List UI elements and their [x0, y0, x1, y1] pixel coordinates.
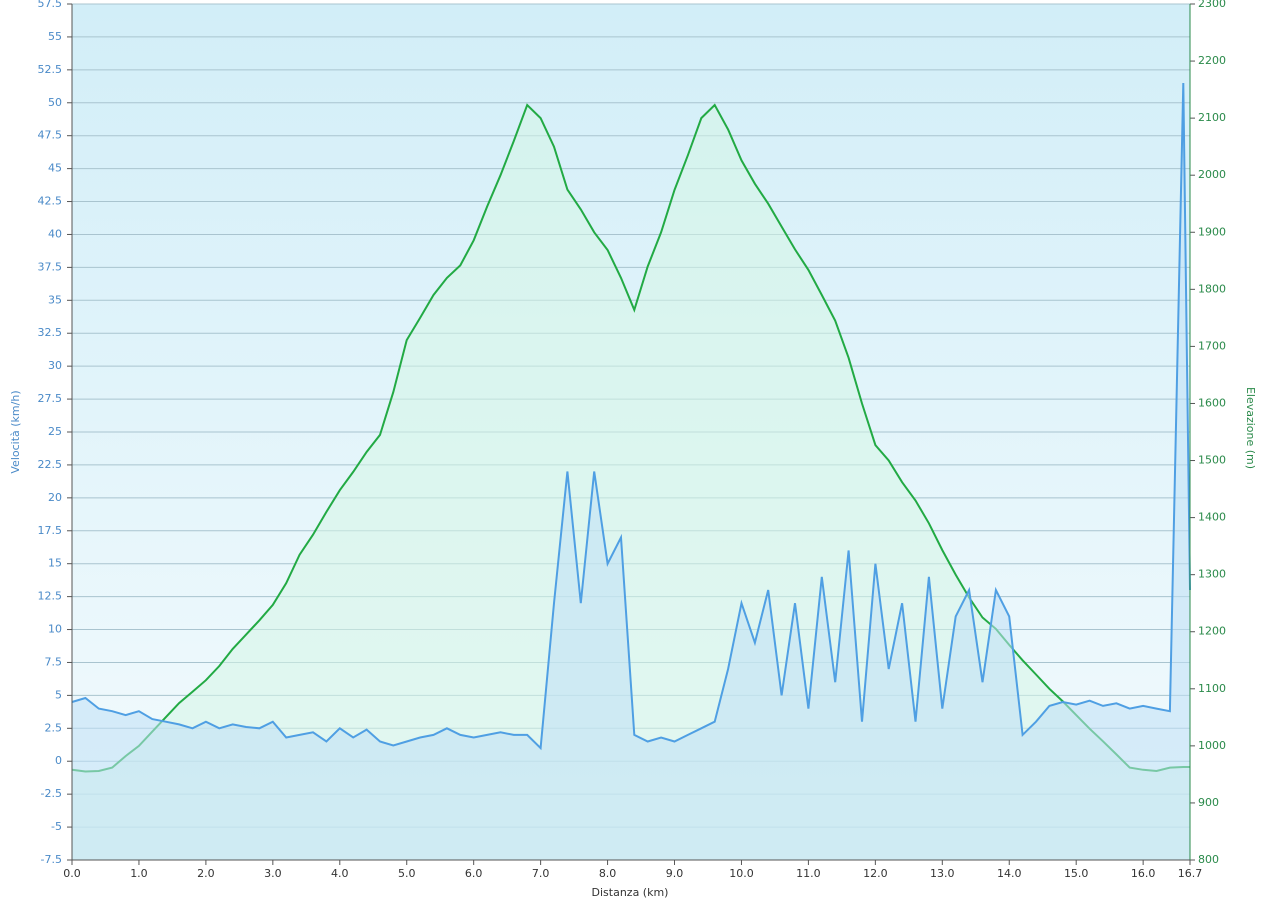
x-tick-label: 2.0 — [197, 867, 215, 880]
y-tick-label: 40 — [48, 227, 62, 240]
y-tick-label: 57.5 — [38, 0, 63, 10]
y-tick-label: 0 — [55, 754, 62, 767]
x-tick-label: 16.0 — [1131, 867, 1156, 880]
y2-tick-label: 2200 — [1198, 54, 1226, 67]
x-tick-label: 10.0 — [729, 867, 754, 880]
area — [72, 83, 1190, 860]
y-tick-label: 15 — [48, 557, 62, 570]
x-tick-label: 6.0 — [465, 867, 483, 880]
y-tick-label: 35 — [48, 293, 62, 306]
y2-tick-label: 800 — [1198, 853, 1219, 866]
y-tick-label: 55 — [48, 30, 62, 43]
y2-tick-label: 1900 — [1198, 225, 1226, 238]
y-tick-label: 37.5 — [38, 260, 63, 273]
y-tick-label: 20 — [48, 491, 62, 504]
y-tick-label: 17.5 — [38, 524, 63, 537]
y-tick-label: 47.5 — [38, 129, 63, 142]
y2-tick-label: 1000 — [1198, 739, 1226, 752]
y2-tick-label: 2300 — [1198, 0, 1226, 10]
x-tick-label: 1.0 — [130, 867, 148, 880]
y2-tick-label: 1400 — [1198, 511, 1226, 524]
y-axis-label: Velocità (km/h) — [9, 390, 22, 473]
y2-tick-label: 1300 — [1198, 568, 1226, 581]
x-tick-label: 12.0 — [863, 867, 888, 880]
y2-tick-label: 1100 — [1198, 682, 1226, 695]
y-tick-label: 32.5 — [38, 326, 63, 339]
x-tick-label: 11.0 — [796, 867, 821, 880]
y-tick-label: 27.5 — [38, 392, 63, 405]
y-tick-label: 30 — [48, 359, 62, 372]
y2-tick-label: 2100 — [1198, 111, 1226, 124]
y-tick-label: 50 — [48, 96, 62, 109]
y-tick-label: -5 — [51, 820, 62, 833]
y2-axis-label: Elevazione (m) — [1244, 387, 1257, 469]
y-tick-label: 7.5 — [45, 655, 63, 668]
y2-tick-label: 1700 — [1198, 339, 1226, 352]
y2-tick-label: 1200 — [1198, 625, 1226, 638]
y-tick-label: 52.5 — [38, 63, 63, 76]
y2-tick-label: 2000 — [1198, 168, 1226, 181]
x-tick-label: 4.0 — [331, 867, 349, 880]
y2-tick-label: 1500 — [1198, 454, 1226, 467]
y2-tick-label: 1600 — [1198, 396, 1226, 409]
x-tick-label: 8.0 — [599, 867, 617, 880]
y-tick-label: 45 — [48, 162, 62, 175]
y-tick-label: 22.5 — [38, 458, 63, 471]
x-tick-label: 0.0 — [63, 867, 81, 880]
y-tick-label: 42.5 — [38, 195, 63, 208]
y-tick-label: 25 — [48, 425, 62, 438]
x-tick-label: 9.0 — [666, 867, 684, 880]
y-tick-label: 10 — [48, 623, 62, 636]
x-tick-label: 15.0 — [1064, 867, 1089, 880]
x-axis-label: Distanza (km) — [592, 886, 669, 899]
x-tick-label: 13.0 — [930, 867, 955, 880]
y-tick-label: 2.5 — [45, 721, 63, 734]
x-tick-label: 3.0 — [264, 867, 282, 880]
x-tick-label: 7.0 — [532, 867, 550, 880]
x-tick-label: 5.0 — [398, 867, 416, 880]
x-tick-label: 14.0 — [997, 867, 1022, 880]
y-tick-label: -2.5 — [41, 787, 62, 800]
y2-tick-label: 1800 — [1198, 282, 1226, 295]
y2-tick-label: 900 — [1198, 796, 1219, 809]
series-line — [71, 82, 1191, 751]
y-tick-label: -7.5 — [41, 853, 62, 866]
x-tick-label: 16.7 — [1178, 867, 1203, 880]
y-tick-label: 12.5 — [38, 590, 63, 603]
y-tick-label: 5 — [55, 688, 62, 701]
